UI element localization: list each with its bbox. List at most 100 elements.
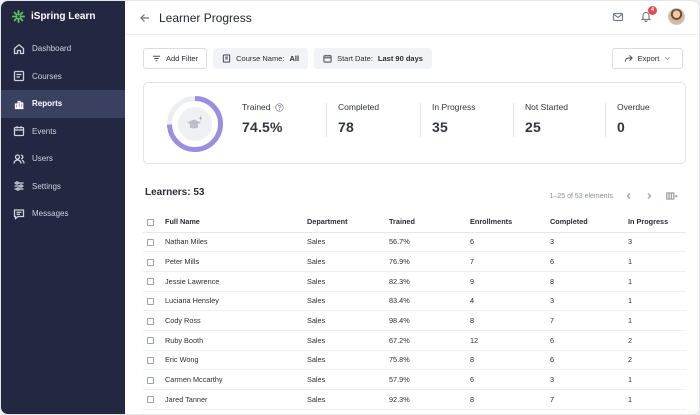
- column-header[interactable]: Completed: [550, 212, 628, 233]
- header-actions: 4: [612, 5, 685, 25]
- table-row[interactable]: Ruby Booth Sales 67.2% 12 6 2: [143, 330, 686, 351]
- brand[interactable]: iSpring Learn: [1, 1, 125, 31]
- notifications-button[interactable]: 4: [640, 5, 657, 24]
- date-filter-value: Last 90 days: [377, 54, 423, 63]
- learners-table: Full Name Department Trained Enrollments…: [143, 212, 686, 410]
- completed-cell: 7: [550, 310, 628, 331]
- add-filter-button[interactable]: Add Filter: [143, 48, 208, 69]
- trained-cell: 83.4%: [389, 291, 470, 312]
- stat-in-progress: In Progress 35: [432, 102, 475, 135]
- stat-value: 25: [525, 119, 541, 135]
- row-checkbox[interactable]: [147, 258, 154, 266]
- table-row[interactable]: Jared Tanner Sales 92.3% 8 7 1: [143, 389, 686, 410]
- table-row[interactable]: Nathan Miles Sales 56.7% 6 3 3: [143, 232, 686, 253]
- sidebar-item-events[interactable]: Events: [1, 118, 125, 146]
- learner-name-cell[interactable]: Luciana Hensley: [165, 291, 307, 312]
- department-cell: Sales: [307, 389, 389, 410]
- mail-icon[interactable]: [612, 11, 624, 23]
- enrollments-cell: 8: [470, 310, 550, 331]
- column-header[interactable]: In Progress: [628, 212, 686, 233]
- notification-badge: 4: [648, 5, 657, 15]
- sidebar-item-dashboard[interactable]: Dashboard: [1, 35, 125, 63]
- learner-name-cell[interactable]: Ruby Booth: [165, 330, 307, 351]
- table-row[interactable]: Luciana Hensley Sales 83.4% 4 3 1: [143, 291, 686, 312]
- row-checkbox[interactable]: [147, 337, 154, 345]
- stat-label: Overdue: [617, 102, 650, 112]
- sidebar-item-label: Events: [32, 126, 57, 136]
- table-row[interactable]: Cody Ross Sales 98.4% 8 7 1: [143, 310, 686, 331]
- learner-name-cell[interactable]: Nathan Miles: [165, 232, 307, 253]
- enrollments-cell: 8: [470, 389, 550, 410]
- courses-icon: [13, 71, 25, 82]
- chevron-left-icon[interactable]: [625, 192, 633, 200]
- sidebar-item-messages[interactable]: Messages: [1, 200, 125, 228]
- row-checkbox[interactable]: [147, 357, 154, 365]
- page-title: Learner Progress: [159, 10, 252, 25]
- course-filter-value: All: [289, 54, 300, 63]
- table-row[interactable]: Jessie Lawrence Sales 82.3% 9 8 1: [143, 271, 686, 292]
- row-checkbox[interactable]: [147, 396, 154, 404]
- stat-overdue: Overdue 0: [617, 102, 650, 135]
- messages-icon: [13, 209, 25, 220]
- sidebar-item-courses[interactable]: Courses: [1, 63, 125, 91]
- enrollments-cell: 8: [470, 350, 550, 371]
- row-checkbox-cell: [143, 350, 165, 371]
- completed-cell: 6: [550, 251, 628, 272]
- row-checkbox[interactable]: [147, 278, 154, 286]
- enrollments-cell: 6: [470, 369, 550, 390]
- stat-completed: Completed 78: [338, 102, 379, 135]
- export-button[interactable]: Export: [612, 48, 683, 69]
- avatar[interactable]: [668, 8, 685, 25]
- completed-cell: 3: [550, 291, 628, 312]
- in-progress-cell: 2: [628, 330, 686, 351]
- sidebar: iSpring Learn Dashboard Courses Reports …: [1, 1, 125, 414]
- trained-cell: 92.3%: [389, 389, 470, 410]
- stat-value: 78: [338, 119, 354, 135]
- sidebar-item-users[interactable]: Users: [1, 145, 125, 173]
- row-checkbox[interactable]: [147, 317, 154, 325]
- header: Learner Progress 4: [125, 1, 699, 35]
- learner-name-cell[interactable]: Peter Mills: [165, 251, 307, 272]
- help-icon[interactable]: [274, 102, 284, 112]
- column-header[interactable]: Enrollments: [470, 212, 550, 233]
- table-row[interactable]: Peter Mills Sales 76.9% 7 6 1: [143, 251, 686, 272]
- calendar-icon: [323, 54, 332, 63]
- start-date-filter[interactable]: Start Date: Last 90 days: [314, 48, 432, 69]
- column-header[interactable]: Department: [307, 212, 389, 233]
- sidebar-item-label: Reports: [32, 99, 63, 109]
- course-name-filter[interactable]: Course Name: All: [213, 48, 309, 69]
- chevron-right-icon[interactable]: [645, 192, 653, 200]
- row-checkbox[interactable]: [147, 376, 154, 384]
- learner-name-cell[interactable]: Eric Wong: [165, 350, 307, 371]
- trained-cell: 57.9%: [389, 369, 470, 390]
- back-arrow-icon[interactable]: [139, 12, 151, 24]
- learner-name-cell[interactable]: Cody Ross: [165, 310, 307, 331]
- learner-name-cell[interactable]: Carmen Mccarthy: [165, 369, 307, 390]
- chevron-down-icon: [665, 57, 671, 61]
- sidebar-item-label: Settings: [32, 181, 61, 191]
- stat-trained: Trained 74.5%: [242, 102, 284, 135]
- row-checkbox-cell: [143, 291, 165, 312]
- learner-name-cell[interactable]: Jessie Lawrence: [165, 271, 307, 292]
- in-progress-cell: 1: [628, 310, 686, 331]
- department-cell: Sales: [307, 291, 389, 312]
- trained-cell: 82.3%: [389, 271, 470, 292]
- learner-name-cell[interactable]: Jared Tanner: [165, 389, 307, 410]
- select-all-checkbox[interactable]: [147, 218, 154, 226]
- sidebar-item-reports[interactable]: Reports: [1, 90, 125, 118]
- table-row[interactable]: Eric Wong Sales 75.8% 8 6 2: [143, 350, 686, 371]
- row-checkbox-cell: [143, 310, 165, 331]
- sidebar-item-label: Courses: [32, 71, 62, 81]
- row-checkbox[interactable]: [147, 297, 154, 305]
- column-header[interactable]: Trained: [389, 212, 470, 233]
- settings-icon: [14, 181, 24, 192]
- trained-cell: 56.7%: [389, 232, 470, 253]
- table-row[interactable]: Carmen Mccarthy Sales 57.9% 6 3 1: [143, 369, 686, 390]
- sidebar-item-settings[interactable]: Settings: [1, 173, 125, 201]
- stat-label: In Progress: [432, 102, 476, 112]
- department-cell: Sales: [307, 251, 389, 272]
- columns-settings-icon[interactable]: [665, 192, 679, 200]
- row-checkbox[interactable]: [147, 238, 154, 246]
- column-header[interactable]: Full Name: [165, 212, 307, 233]
